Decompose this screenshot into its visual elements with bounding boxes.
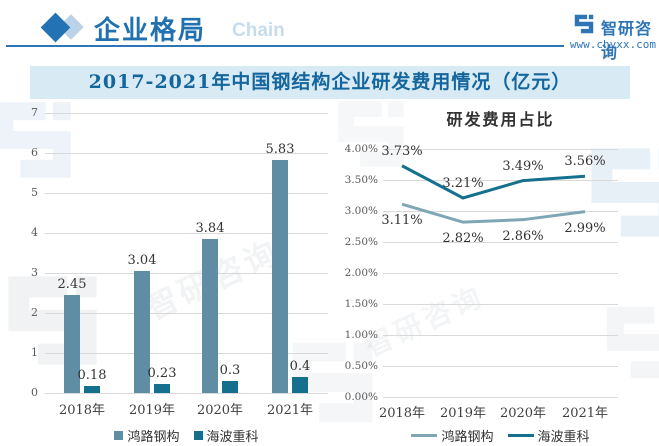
legend-label: 海波重科 — [537, 430, 590, 445]
header-divider — [6, 45, 564, 47]
line-x-tick-label: 2021年 — [561, 406, 609, 421]
bar-x-tick-label: 2020年 — [196, 403, 244, 418]
bar-value-label: 3.84 — [195, 221, 225, 237]
bar-y-tick-label: 2 — [31, 306, 38, 319]
bar-value-label: 0.18 — [77, 367, 107, 383]
legend-square-icon — [114, 431, 124, 440]
legend-item: 海波重科 — [507, 426, 590, 445]
bar-x-tick-label: 2019年 — [128, 403, 176, 418]
bar-value-label: 0.23 — [147, 365, 177, 381]
line-y-tick-label: 2.50% — [344, 236, 378, 248]
line-gridline — [383, 273, 618, 274]
bar-chart-legend: 鸿路钢构 海波重科 — [45, 426, 328, 445]
bar-gridline — [45, 353, 328, 354]
line-gridline — [383, 242, 618, 243]
line-point-label: 2.86% — [502, 228, 544, 244]
line-y-tick-label: 1.00% — [344, 329, 378, 341]
brand-logo-icon — [574, 14, 594, 34]
line-y-tick-label: 3.50% — [344, 174, 378, 186]
bar — [154, 383, 170, 393]
bar-gridline — [45, 153, 328, 154]
line-gridline — [383, 366, 618, 367]
line-gridline — [383, 180, 618, 181]
line-point-label: 3.73% — [381, 143, 423, 159]
legend-label: 鸿路钢构 — [127, 430, 180, 445]
section-title: 企业格局 — [94, 15, 207, 45]
bar — [272, 159, 288, 393]
line-point-label: 3.56% — [564, 154, 606, 170]
chart-title-band: 2017-2021年中国钢结构企业研发费用情况（亿元） — [30, 66, 630, 99]
bar — [292, 377, 308, 393]
line-point-label: 2.82% — [442, 231, 484, 247]
line-chart-title: 研发费用占比 — [446, 110, 555, 129]
line-x-tick-label: 2019年 — [439, 406, 487, 421]
bar-y-tick-label: 0 — [31, 386, 38, 399]
legend-item: 鸿路钢构 — [114, 426, 180, 445]
bar — [84, 385, 100, 393]
brand-url[interactable]: www.chyxx.com — [569, 38, 656, 51]
line-point-label: 3.49% — [502, 158, 544, 174]
line-y-tick-label: 3.00% — [344, 205, 378, 217]
chart-title: 2017-2021年中国钢结构企业研发费用情况（亿元） — [88, 71, 572, 93]
line-gridline — [383, 335, 618, 336]
bar-y-tick-label: 7 — [31, 106, 38, 119]
bar-y-tick-label: 6 — [31, 146, 38, 159]
line-y-tick-label: 0.50% — [344, 360, 378, 372]
header-diamond-icon — [40, 12, 71, 43]
legend-label: 海波重科 — [206, 430, 259, 445]
bar-x-tick-label: 2021年 — [266, 403, 314, 418]
line-chart-legend: 鸿路钢构 海波重科 — [383, 426, 618, 445]
header-watermark-text: Chain — [232, 20, 285, 41]
bar-value-label: 5.83 — [265, 141, 295, 157]
bar-gridline — [45, 193, 328, 194]
legend-item: 海波重科 — [193, 426, 259, 445]
bar-value-label: 3.04 — [127, 253, 157, 269]
bar — [222, 381, 238, 393]
bar-y-tick-label: 1 — [31, 346, 38, 359]
line-gridline — [383, 304, 618, 305]
line-y-tick-label: 0.00% — [344, 391, 378, 403]
bar — [202, 239, 218, 393]
line-x-tick-label: 2020年 — [499, 406, 547, 421]
bar-value-label: 0.4 — [289, 359, 311, 374]
bar-y-tick-label: 5 — [31, 186, 38, 199]
bar-value-label: 2.45 — [57, 277, 87, 292]
bar-gridline — [45, 233, 328, 234]
line-point-label: 3.21% — [442, 175, 484, 191]
line-x-tick-label: 2018年 — [378, 406, 426, 421]
bar-gridline — [45, 393, 328, 394]
bar-gridline — [45, 273, 328, 274]
line-gridline — [383, 211, 618, 212]
line-point-label: 3.11% — [381, 213, 423, 229]
legend-line-icon — [411, 434, 438, 437]
brand-watermark-text: 智研咨询 — [359, 279, 490, 364]
bar-y-tick-label: 4 — [31, 226, 38, 239]
brand-watermark-icon — [606, 306, 659, 379]
bar-gridline — [45, 113, 328, 114]
line-gridline — [383, 397, 618, 398]
bar — [64, 295, 80, 393]
legend-line-icon — [507, 434, 534, 437]
bar-value-label: 0.3 — [219, 363, 241, 378]
line-y-tick-label: 2.00% — [344, 267, 378, 279]
bar-gridline — [45, 313, 328, 314]
line-y-tick-label: 1.50% — [344, 298, 378, 310]
legend-square-icon — [193, 431, 203, 440]
line-point-label: 2.99% — [564, 220, 606, 236]
legend-label: 鸿路钢构 — [441, 430, 494, 445]
bar-x-tick-label: 2018年 — [58, 403, 106, 418]
brand-name: 智研咨询 — [601, 19, 653, 62]
bar-y-tick-label: 3 — [31, 266, 38, 279]
line-gridline — [383, 149, 618, 150]
bar — [134, 271, 150, 393]
legend-item: 鸿路钢构 — [411, 426, 494, 445]
line-y-tick-label: 4.00% — [344, 143, 378, 155]
